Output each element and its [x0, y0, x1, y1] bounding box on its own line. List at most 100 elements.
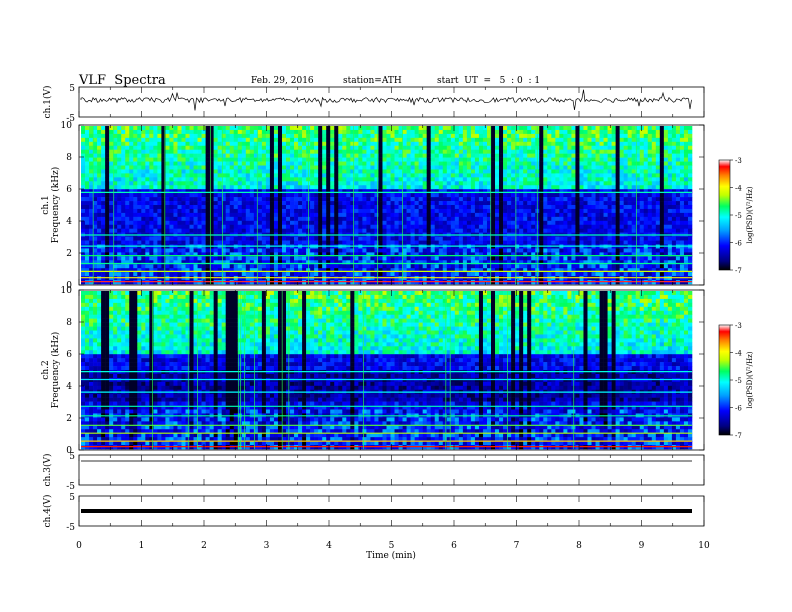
spectrogram-cell: [386, 193, 391, 198]
spectrogram-cell: [153, 177, 158, 182]
spectrogram-cell: [503, 252, 508, 257]
spectrogram-cell: [149, 197, 154, 202]
spectrogram-cell: [117, 205, 122, 210]
spectrogram-cell: [157, 165, 162, 170]
spectrogram-cell: [386, 236, 391, 241]
spectrogram-cell: [394, 228, 399, 233]
spectrogram-cell: [105, 153, 110, 158]
spectrogram-cell: [470, 189, 476, 194]
spectrogram-cell: [543, 212, 548, 218]
spectrogram-cell: [482, 272, 488, 277]
spectrogram-cell: [133, 256, 138, 261]
spectrogram-cell: [386, 185, 391, 190]
spectrogram-cell: [503, 205, 508, 210]
spectrogram-cell: [290, 137, 295, 143]
spectrogram-cell: [402, 181, 407, 186]
spectrogram-cell: [438, 189, 444, 194]
spectrogram-cell: [559, 169, 564, 174]
spectrogram-cell: [511, 264, 516, 269]
spectrogram-cell: [474, 126, 480, 131]
spectrogram-cell: [141, 216, 146, 222]
spectrogram-cell: [290, 212, 295, 218]
spectrogram-cell: [265, 193, 271, 198]
spectrogram-cell: [370, 197, 375, 202]
spectrogram-cell: [334, 248, 339, 253]
spectrogram-cell: [241, 181, 247, 186]
spectrogram-cell: [366, 240, 371, 245]
spectrogram-cell: [109, 165, 114, 170]
spectrogram-cell: [81, 173, 86, 178]
spectrogram-cell: [177, 256, 182, 261]
spectrogram-cell: [374, 260, 379, 265]
spectrogram-cell: [294, 228, 299, 233]
spectrogram-cell: [173, 137, 178, 143]
spectrogram-cell: [511, 201, 516, 206]
spectrogram-cell: [346, 173, 351, 178]
spectrogram-cell: [261, 205, 267, 210]
spectrogram-cell: [189, 177, 194, 182]
spectrogram-cell: [294, 189, 299, 194]
spectrogram-cell: [101, 141, 106, 147]
spectrogram-cell: [149, 256, 154, 261]
spectrogram-cell: [470, 193, 476, 198]
spectrogram-cell: [225, 256, 231, 261]
spectrogram-cell: [466, 252, 472, 257]
spectrogram-cell: [229, 193, 235, 198]
spectrogram-cell: [221, 264, 227, 269]
spectrogram-cell: [334, 197, 339, 202]
spectrogram-cell: [495, 212, 500, 218]
spectrogram-cell: [109, 126, 114, 131]
spectrogram-cell: [458, 272, 464, 277]
spectrogram-cell: [314, 133, 319, 139]
spectrogram-cell: [470, 272, 476, 277]
spectrogram-cell: [571, 252, 576, 257]
spectrogram-cell: [446, 173, 452, 178]
spectrogram-cell: [257, 252, 263, 257]
spectrogram-cell: [410, 185, 415, 190]
spectrogram-cell: [310, 133, 315, 139]
spectrogram-cell: [261, 185, 267, 190]
spectrogram-cell: [422, 161, 427, 166]
spectrogram-cell: [281, 260, 287, 265]
spectrogram-cell: [217, 264, 222, 269]
spectrogram-cell: [173, 189, 178, 194]
spectrogram-cell: [466, 157, 472, 162]
spectrogram-cell: [129, 177, 134, 182]
spectrogram-cell: [567, 165, 572, 170]
spectrogram-cell: [438, 197, 444, 202]
spectrogram-cell: [474, 157, 480, 162]
spectrogram-cell: [503, 141, 508, 147]
spectrogram-cell: [121, 133, 126, 139]
spectrogram-cell: [462, 236, 468, 241]
spectrogram-cell: [458, 224, 464, 229]
spectrogram-cell: [551, 193, 556, 198]
spectrogram-cell: [229, 133, 235, 139]
spectrogram-cell: [495, 272, 500, 277]
spectrogram-cell: [281, 181, 287, 186]
spectrogram-cell: [410, 173, 415, 178]
spectrogram-cell: [374, 149, 379, 154]
spectrogram-cell: [245, 220, 251, 226]
spectrogram-cell: [346, 268, 351, 273]
spectrogram-cell: [398, 212, 403, 218]
spectrogram-cell: [446, 240, 452, 245]
spectrogram-cell: [213, 169, 218, 174]
spectrogram-cell: [398, 145, 403, 150]
spectrogram-cell: [478, 201, 484, 206]
spectrogram-cell: [470, 129, 476, 135]
spectrogram-cell: [442, 153, 448, 158]
spectrogram-cell: [237, 133, 243, 139]
spectrogram-cell: [366, 264, 371, 269]
spectrogram-cell: [113, 165, 118, 170]
spectrogram-cell: [85, 193, 90, 198]
spectrogram-cell: [563, 264, 568, 269]
spectrogram-cell: [294, 165, 299, 170]
spectrogram-cell: [165, 205, 170, 210]
spectrogram-cell: [209, 161, 214, 166]
spectrogram-cell: [265, 189, 271, 194]
spectrogram-cell: [386, 216, 391, 222]
spectrogram-cell: [390, 216, 395, 222]
spectrogram-cell: [474, 129, 480, 135]
spectrogram-cell: [414, 181, 419, 186]
spectrogram-cell: [458, 212, 464, 218]
